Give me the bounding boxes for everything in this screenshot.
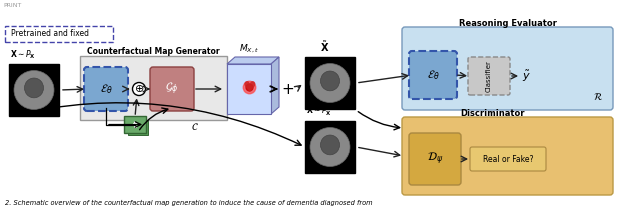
Text: Pretrained and fixed: Pretrained and fixed [11, 29, 89, 38]
Text: $\tilde{y}$: $\tilde{y}$ [522, 68, 531, 84]
FancyBboxPatch shape [305, 57, 355, 109]
FancyBboxPatch shape [402, 27, 613, 110]
FancyBboxPatch shape [468, 57, 510, 95]
FancyBboxPatch shape [150, 67, 194, 111]
Text: $\mathcal{G}_\phi$: $\mathcal{G}_\phi$ [165, 81, 179, 97]
Text: $\oplus$: $\oplus$ [134, 84, 144, 94]
FancyBboxPatch shape [402, 117, 613, 195]
Text: ♥: ♥ [242, 80, 256, 94]
Text: Reasoning Evaluator: Reasoning Evaluator [459, 19, 556, 28]
Text: $+$: $+$ [282, 81, 294, 97]
Text: 2. Schematic overview of the counterfactual map generation to induce the cause o: 2. Schematic overview of the counterfact… [5, 200, 372, 206]
Text: Classifier: Classifier [486, 60, 492, 92]
Ellipse shape [310, 63, 350, 102]
Text: $\bar{\mathbf{X}} \sim P_\mathbf{X}$: $\bar{\mathbf{X}} \sim P_\mathbf{X}$ [306, 104, 332, 118]
FancyBboxPatch shape [470, 147, 546, 171]
Ellipse shape [321, 135, 339, 155]
Text: Real or Fake?: Real or Fake? [483, 155, 533, 164]
FancyBboxPatch shape [124, 116, 146, 133]
FancyBboxPatch shape [9, 64, 59, 116]
FancyBboxPatch shape [305, 121, 355, 173]
Circle shape [132, 83, 145, 96]
FancyBboxPatch shape [128, 120, 148, 135]
Text: $\mathcal{R}$: $\mathcal{R}$ [593, 92, 603, 102]
FancyBboxPatch shape [84, 67, 128, 111]
FancyBboxPatch shape [80, 56, 227, 120]
Text: $\mathbf{t}$: $\mathbf{t}$ [132, 119, 138, 130]
Ellipse shape [321, 71, 339, 91]
Text: $M_{X,t}$: $M_{X,t}$ [239, 43, 259, 55]
Text: $\mathcal{E}_\theta$: $\mathcal{E}_\theta$ [427, 68, 440, 82]
Text: $\mathbf{X} \sim P_\mathbf{X}$: $\mathbf{X} \sim P_\mathbf{X}$ [10, 49, 36, 61]
Text: $\tilde{\mathbf{X}}$: $\tilde{\mathbf{X}}$ [321, 39, 330, 54]
Ellipse shape [310, 127, 350, 167]
Text: $\mathcal{C}$: $\mathcal{C}$ [191, 121, 199, 131]
Text: $\mathcal{E}_\theta$: $\mathcal{E}_\theta$ [100, 82, 113, 96]
Text: Discriminator: Discriminator [460, 109, 525, 118]
Ellipse shape [14, 71, 54, 109]
Text: PRINT: PRINT [3, 3, 21, 8]
Text: $\mathcal{D}_\psi$: $\mathcal{D}_\psi$ [427, 151, 443, 167]
Polygon shape [271, 57, 279, 114]
Text: Counterfactual Map Generator: Counterfactual Map Generator [87, 47, 220, 56]
Polygon shape [227, 57, 279, 64]
FancyBboxPatch shape [227, 64, 271, 114]
FancyBboxPatch shape [409, 133, 461, 185]
FancyBboxPatch shape [409, 51, 457, 99]
Ellipse shape [24, 78, 44, 98]
